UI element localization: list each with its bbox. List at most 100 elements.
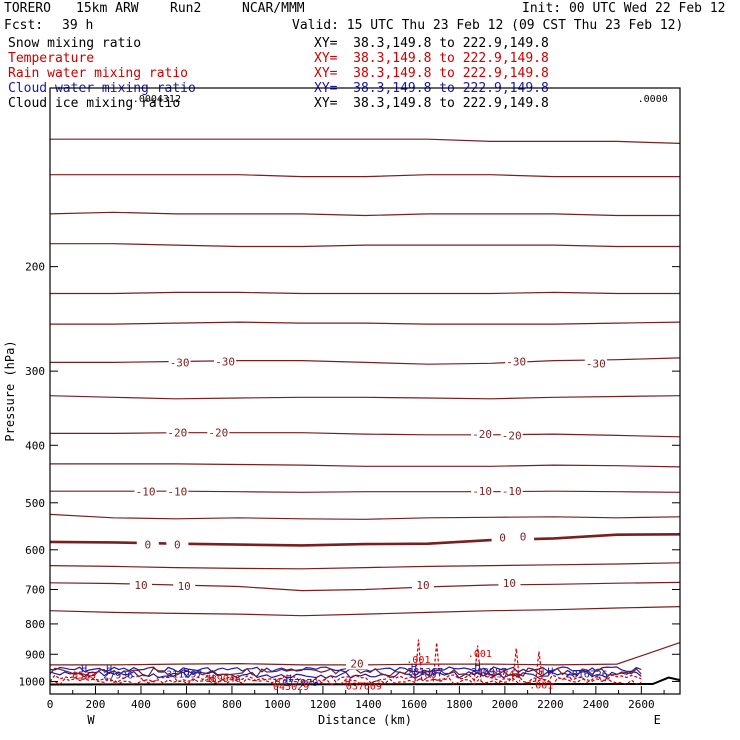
x-axis-title: Distance (km): [318, 713, 412, 727]
value-label: H: [81, 664, 87, 675]
value-label: H: [286, 674, 292, 685]
x-tick-label: 600: [177, 698, 197, 711]
y-tick-label: 900: [25, 648, 45, 661]
value-label: H: [475, 661, 481, 672]
rain-water-contour: [49, 674, 642, 684]
field-xy-rain: XY= 38.3,149.8 to 222.9,149.8: [314, 66, 549, 81]
isotherm-label: 10: [178, 580, 191, 593]
contour-label-bg: [512, 530, 535, 543]
isotherm--5: [49, 513, 681, 520]
forecast-hour: 39 h: [62, 18, 94, 33]
contour-label-bg: [134, 485, 157, 498]
value-label: .0004312: [133, 94, 181, 105]
x-tick-label: 1400: [355, 698, 382, 711]
isotherm--30: [50, 357, 681, 365]
rain-water-plume: [534, 651, 543, 682]
value-label: H: [345, 677, 351, 688]
contour-label-bg: [471, 485, 494, 498]
field-label-temperature: Temperature: [8, 51, 95, 66]
precip-contours: [49, 639, 642, 686]
value-label: .001: [406, 655, 430, 666]
x-tick-label: 400: [131, 698, 151, 711]
plot-frame: [49, 87, 681, 695]
contour-label-bg: [173, 579, 196, 592]
value-label: .001: [529, 681, 553, 692]
value-label: 189946: [205, 674, 241, 685]
contour-label-bg: [346, 657, 369, 670]
isotherm-10: [49, 581, 681, 592]
isotherm--35: [50, 321, 681, 325]
x-tick-label: 2200: [537, 698, 564, 711]
x-tick-label: 0: [47, 698, 54, 711]
rain-water-plume: [432, 642, 441, 682]
value-label: H: [538, 667, 544, 678]
value-label: 0523: [72, 670, 96, 681]
isotherm-label: -20: [167, 427, 187, 440]
y-tick-label: 700: [25, 584, 45, 597]
model-name: TORERO: [4, 1, 51, 16]
y-tick-label: 600: [25, 544, 45, 557]
y-tick-label: 200: [25, 261, 45, 274]
value-label: .0000: [638, 94, 668, 105]
y-tick-label: 300: [25, 365, 45, 378]
value-label: 2816726: [566, 670, 608, 681]
valid-time: Valid: 15 UTC Thu 23 Feb 12 (09 CST Thu …: [292, 18, 684, 33]
isotherm-label: -30: [215, 356, 235, 369]
value-label: 045029: [273, 682, 309, 693]
isotherm--25: [49, 395, 681, 400]
contour-label-bg: [136, 538, 159, 551]
forecast-label: Fcst:: [4, 18, 44, 33]
isotherm-label: 10: [416, 579, 429, 592]
value-label: H: [106, 664, 112, 675]
init-time: Init: 00 UTC Wed 22 Feb 12: [522, 1, 726, 16]
value-label: .001: [468, 649, 492, 660]
rain-water-plume: [512, 648, 521, 682]
x-tick-label: 1600: [401, 698, 428, 711]
contour-label-bg: [129, 579, 152, 592]
org-label: NCAR/MMM: [242, 1, 305, 16]
x-tick-label: 2000: [492, 698, 519, 711]
model-resolution: 15km ARW: [76, 1, 139, 16]
west-label: W: [87, 713, 95, 727]
x-tick-label: 800: [222, 698, 242, 711]
east-label: E: [654, 713, 661, 727]
contour-label-bg: [411, 579, 434, 592]
isotherm-label: -30: [170, 356, 190, 369]
isotherm-label: -10: [136, 486, 156, 499]
isotherm-label: -20: [472, 428, 492, 441]
isotherm-label: -10: [167, 486, 187, 499]
isotherm-label: 0: [174, 539, 181, 552]
y-tick-label: 400: [25, 439, 45, 452]
value-label: 311297: [166, 670, 202, 681]
isotherm--20: [50, 432, 681, 438]
isotherm-label: 10: [503, 577, 516, 590]
value-label: 281367: [407, 667, 443, 678]
chart-axes: 0 200 400 600 800 1000 1200 1400 1600 1800 2000 220…: [3, 87, 681, 727]
isotherm-15: [49, 606, 681, 617]
x-tick-label: 1200: [310, 698, 337, 711]
field-label-cloud-ice: Cloud ice mixing ratio: [8, 96, 181, 111]
contour-label-bg: [500, 485, 523, 498]
x-tick-label: 200: [86, 698, 106, 711]
field-xy-cloud-ice: XY= 38.3,149.8 to 222.9,149.8: [314, 96, 549, 111]
isotherm-label: -10: [502, 485, 522, 498]
value-label: H: [183, 668, 189, 679]
isotherm-label: 10: [134, 579, 147, 592]
contour-label-bg: [166, 426, 189, 439]
field-xy-temperature: XY= 38.3,149.8 to 222.9,149.8: [314, 51, 549, 66]
contour-label-bg: [584, 357, 607, 370]
y-tick-label: 500: [25, 497, 45, 510]
x-tick-label: 2400: [583, 698, 610, 711]
field-label-snow: Snow mixing ratio: [8, 36, 142, 51]
isotherm--50: [49, 211, 680, 217]
value-label: .00: [419, 670, 437, 681]
isotherm-label: 0: [144, 539, 151, 552]
value-label: 300987: [471, 667, 507, 678]
isotherm--55: [50, 174, 680, 178]
isotherm--40: [50, 291, 680, 295]
isotherm-label: -30: [506, 356, 526, 369]
value-label: H: [547, 666, 553, 677]
field-xy-snow: XY= 38.3,149.8 to 222.9,149.8: [314, 36, 549, 51]
rain-water-plume: [473, 645, 482, 682]
isotherm-label: -30: [586, 357, 606, 370]
